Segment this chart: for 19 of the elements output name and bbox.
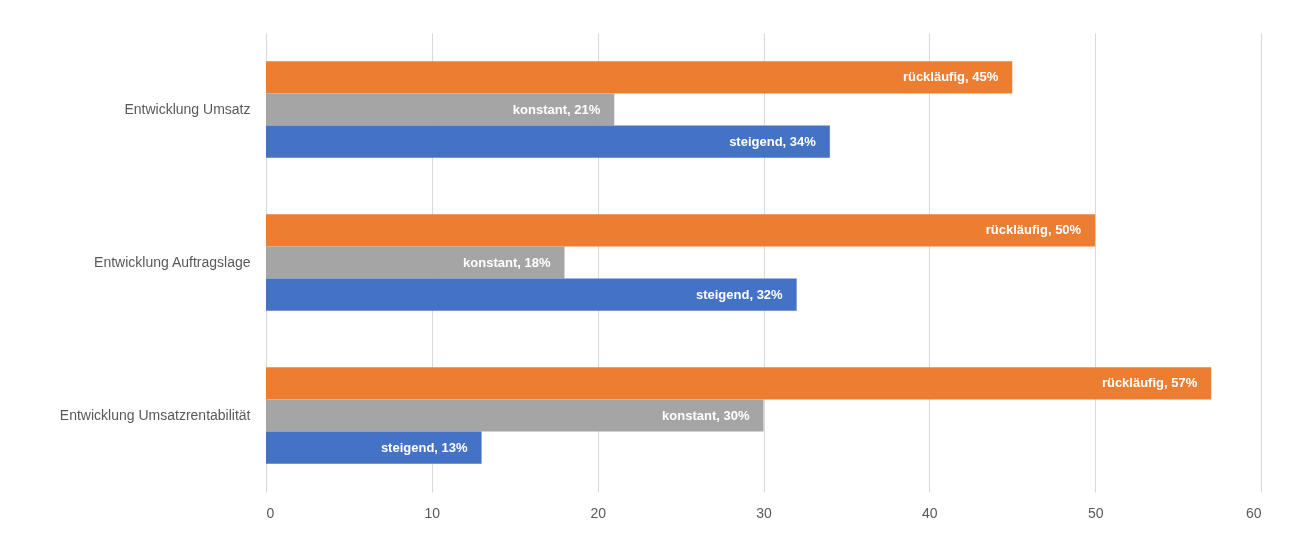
x-tick-label: 20 [590,504,607,521]
x-tick-label: 10 [424,504,441,521]
data-label: konstant, 18% [463,254,551,270]
x-tick-label: 40 [922,504,938,521]
data-label: steigend, 34% [729,133,817,149]
data-label: konstant, 30% [662,407,750,423]
data-label: steigend, 13% [380,439,469,455]
data-label: konstant, 21% [512,101,601,117]
x-tick-label: 50 [1087,504,1104,521]
data-label: rückläufig, 50% [985,222,1082,238]
x-tick-label: 30 [756,504,772,521]
data-label: steigend, 32% [695,286,784,302]
y-tick-label: Entwicklung Umsatzrentabilität [59,406,251,423]
y-tick-label: Entwicklung Umsatz [124,100,251,117]
x-tick-label: 60 [1245,504,1262,521]
y-tick-label: Entwicklung Auftragslage [94,253,251,270]
x-tick-label: 0 [266,504,275,521]
data-label: rückläufig, 57% [1101,375,1198,391]
data-label: rückläufig, 45% [902,69,999,85]
